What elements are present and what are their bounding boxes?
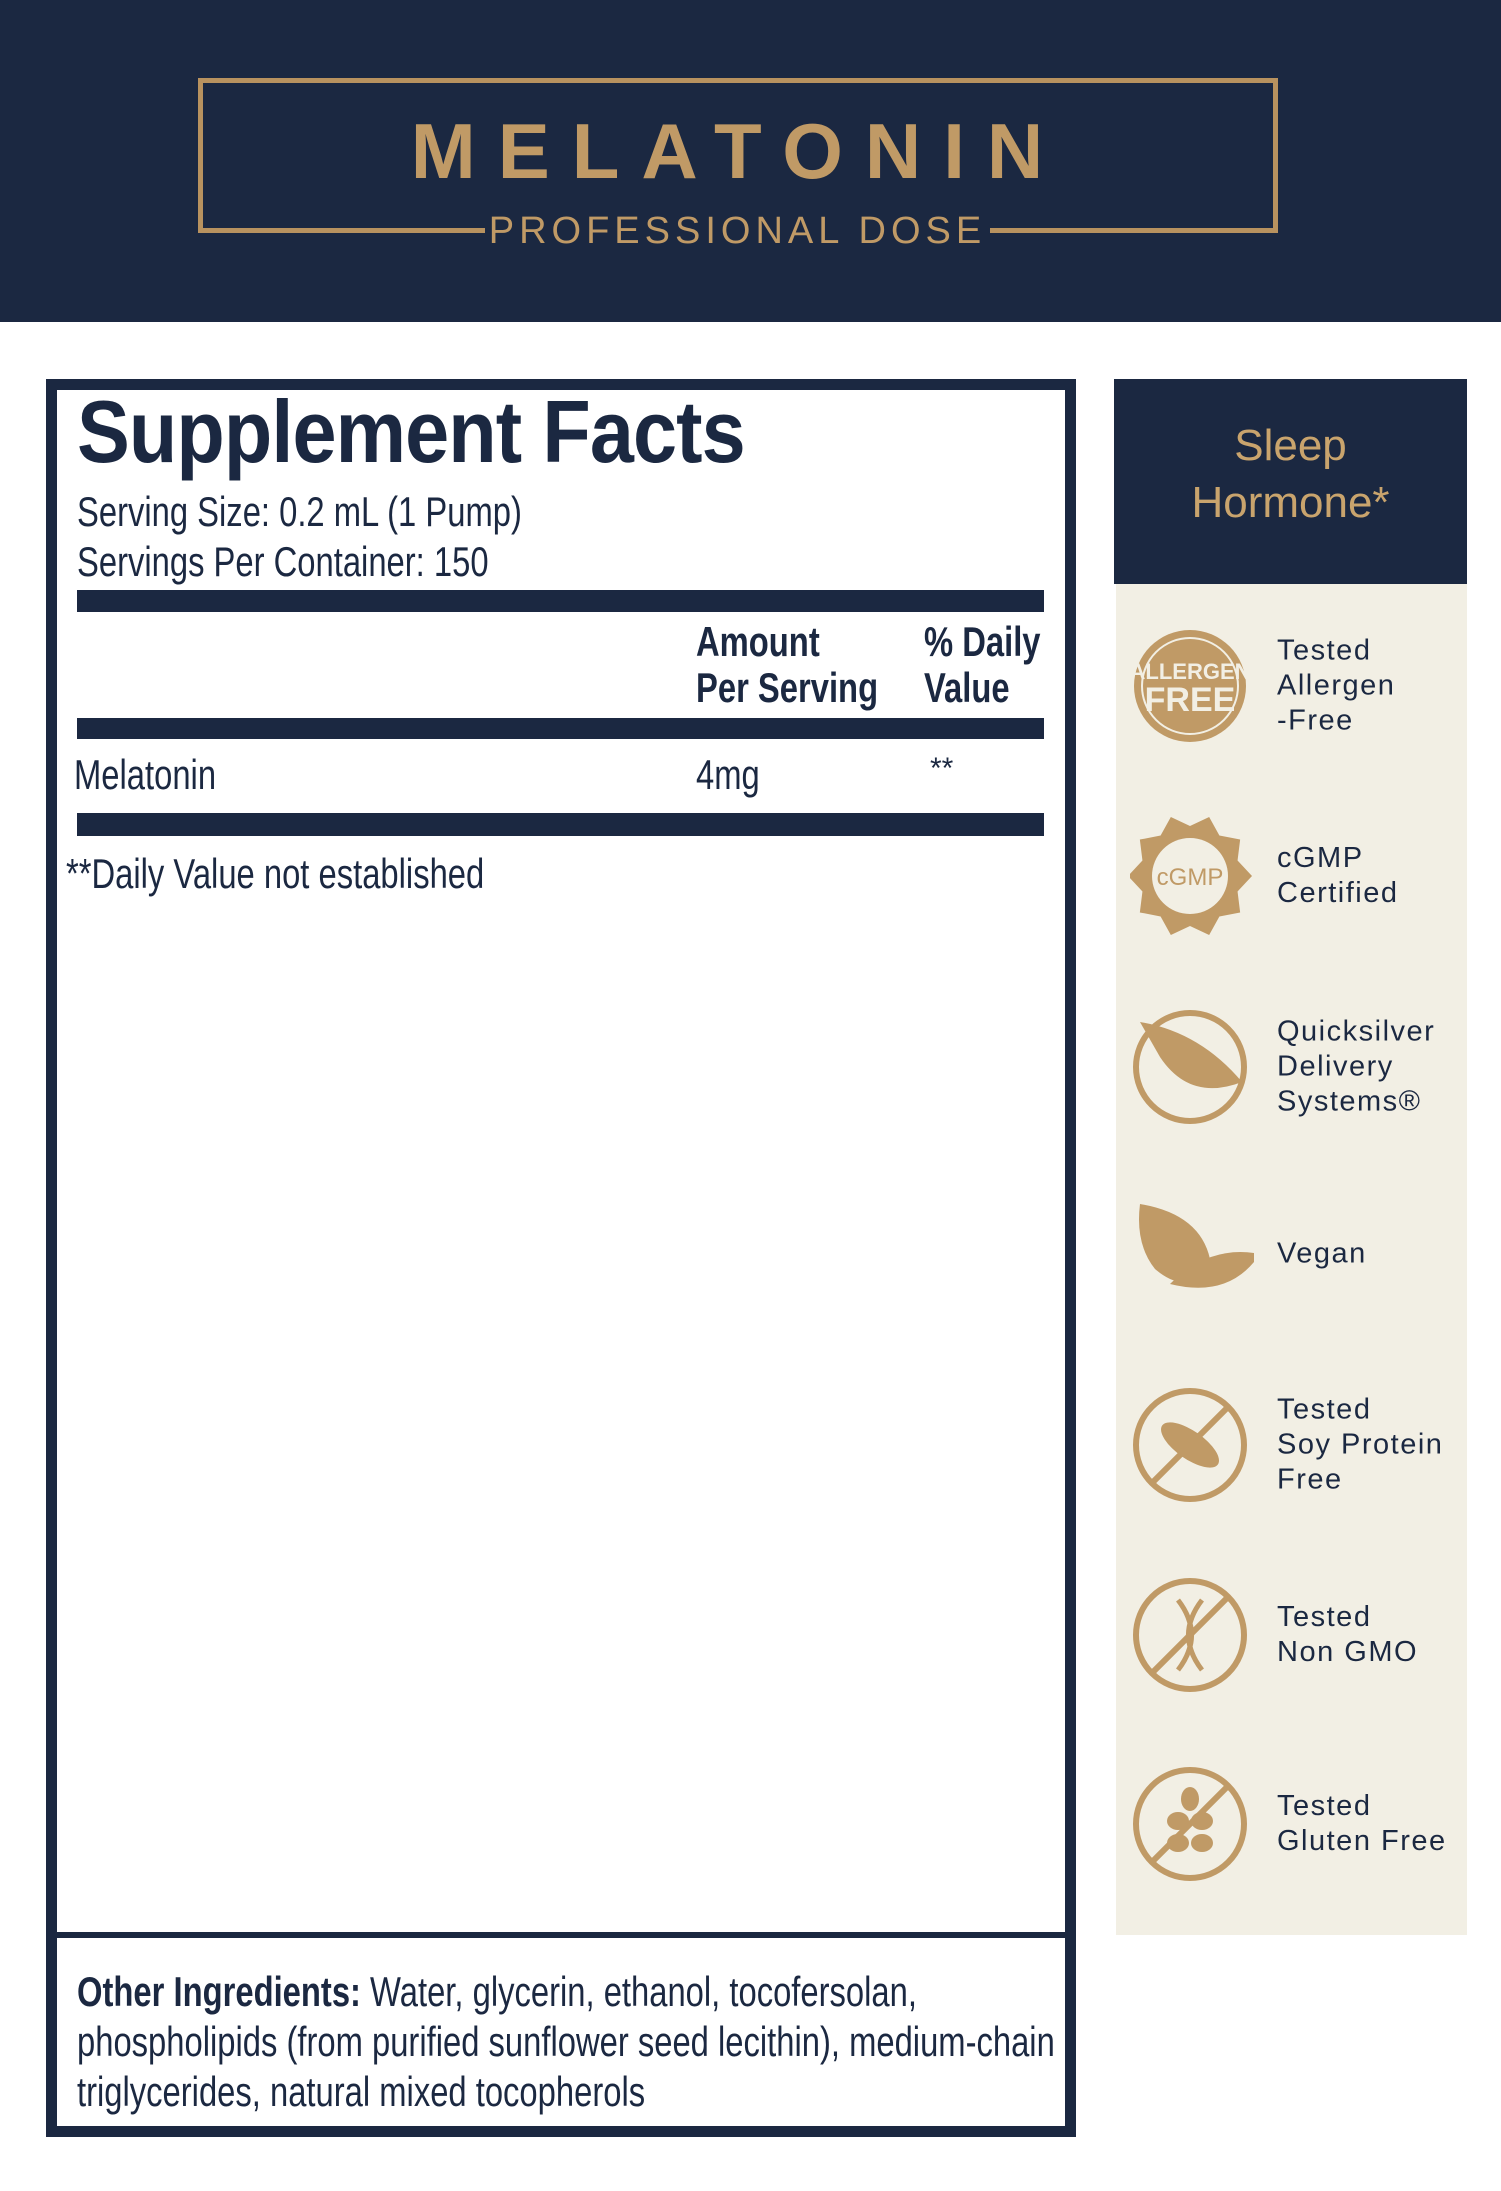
servings-per-container: Servings Per Container: 150	[77, 538, 489, 585]
badge-label: Tested Gluten Free	[1277, 1789, 1447, 1859]
facts-title: Supplement Facts	[77, 382, 746, 481]
badge-label-line: Tested	[1277, 634, 1372, 667]
dv-header: % Daily	[924, 618, 1041, 665]
footnote: **Daily Value not established	[66, 850, 485, 897]
section-divider	[57, 1932, 1065, 1938]
badge-label: Tested Soy Protein Free	[1277, 1393, 1443, 1498]
divider-bar	[77, 813, 1044, 836]
supplement-facts-panel	[46, 379, 1076, 2137]
badge-label-line: Soy Protein	[1277, 1428, 1444, 1461]
badge-label-line: cGMP	[1277, 842, 1364, 874]
svg-text:cGMP: cGMP	[1157, 864, 1224, 891]
heading-line: Hormone*	[1191, 478, 1390, 527]
heading-line: Sleep	[1234, 421, 1347, 470]
badge-label-line: Gluten Free	[1277, 1825, 1447, 1857]
divider-bar	[77, 590, 1044, 612]
badge-label: Tested Allergen -Free	[1277, 634, 1395, 739]
badge-label-line: Non GMO	[1277, 1636, 1419, 1668]
other-ingredients: Other Ingredients: Water, glycerin, etha…	[77, 1968, 917, 2015]
badge-label-line: Tested	[1277, 1393, 1372, 1426]
badge-label-line: Quicksilver	[1277, 1015, 1436, 1048]
product-subtitle: PROFESSIONAL DOSE	[488, 210, 987, 252]
badge-no-soy: Tested Soy Protein Free	[1130, 1380, 1460, 1510]
ingredient-dv: **	[930, 752, 954, 785]
badge-no-gmo: Tested Non GMO	[1130, 1570, 1460, 1700]
svg-text:FREE: FREE	[1145, 681, 1236, 719]
badge-label-line: Certified	[1277, 877, 1399, 909]
sleep-hormone-heading: Sleep Hormone*	[1114, 379, 1467, 584]
badge-label-line: Free	[1277, 1463, 1343, 1496]
badge-cgmp-seal: cGMP cGMP Certified	[1130, 811, 1460, 941]
badge-quicksilver-leaf: Quicksilver Delivery Systems®	[1130, 1002, 1460, 1132]
badge-label-line: Allergen	[1277, 669, 1396, 702]
badge-label-line: Tested	[1277, 1601, 1372, 1633]
dv-header-2: Value	[924, 664, 1010, 711]
other-ingredients-line: triglycerides, natural mixed tocopherols	[77, 2068, 646, 2115]
badge-label-line: Delivery	[1277, 1050, 1394, 1083]
divider-bar	[77, 718, 1044, 739]
badge-allergen-free: ALLERGEN FREE Tested Allergen -Free	[1130, 621, 1460, 751]
amount-header: Amount	[696, 618, 820, 665]
svg-text:ALLERGEN: ALLERGEN	[1130, 659, 1251, 684]
product-title: MELATONIN	[410, 107, 1066, 195]
badge-label: Tested Non GMO	[1277, 1600, 1418, 1670]
product-header	[0, 0, 1501, 322]
badge-label: cGMP Certified	[1277, 841, 1399, 911]
badge-no-gluten: Tested Gluten Free	[1130, 1759, 1460, 1889]
ingredient-name: Melatonin	[74, 751, 217, 798]
other-ingredients-line: phospholipids (from purified sunflower s…	[77, 2018, 1055, 2065]
badge-label: Quicksilver Delivery Systems®	[1277, 1015, 1435, 1120]
badge-vegan-leaf: Vegan	[1130, 1189, 1460, 1319]
ingredient-amount: 4mg	[696, 751, 760, 798]
badge-label-line: Vegan	[1277, 1237, 1367, 1270]
badge-label-line: -Free	[1277, 704, 1354, 737]
amount-header-2: Per Serving	[696, 664, 879, 711]
serving-size: Serving Size: 0.2 mL (1 Pump)	[77, 488, 522, 535]
badge-label: Vegan	[1277, 1237, 1367, 1272]
badge-label-line: Tested	[1277, 1790, 1372, 1822]
badge-label-line: Systems®	[1277, 1085, 1422, 1118]
